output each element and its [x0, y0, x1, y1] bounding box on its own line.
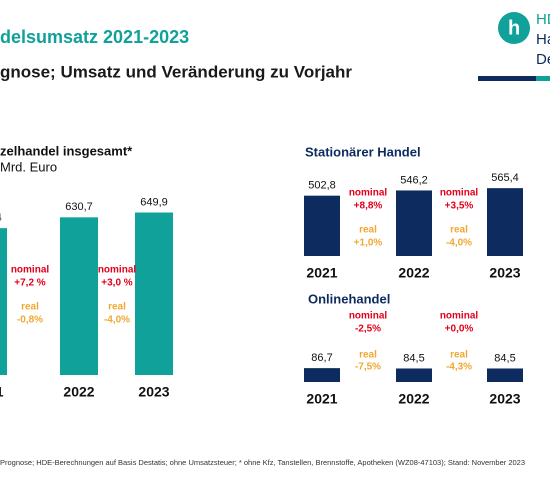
year-label: 2023: [138, 384, 169, 400]
change-label: -4,3%: [446, 362, 472, 373]
change-label: real: [359, 225, 377, 236]
value-label: 84,5: [403, 352, 424, 364]
change-label: real: [359, 350, 377, 361]
change-label: real: [450, 225, 468, 236]
change-label: nominal: [349, 188, 388, 199]
change-label: nominal: [440, 188, 479, 199]
logo-letter: h: [508, 17, 520, 39]
year-label: 2021: [306, 265, 337, 281]
slide-subtitle: gnose; Umsatz und Veränderung zu Vorjahr: [0, 62, 352, 81]
bar: [304, 368, 340, 382]
change-label: nominal: [349, 311, 388, 322]
year-label: 2021: [0, 384, 4, 400]
chart-title: Onlinehandel: [308, 291, 390, 306]
logo-text: HD: [536, 11, 550, 28]
bar: [60, 217, 98, 375]
change-label: real: [21, 302, 39, 313]
year-label: 2023: [489, 391, 520, 407]
logo-circle: [498, 12, 530, 44]
change-label: real: [108, 302, 126, 313]
bar: [487, 368, 523, 382]
change-label: real: [450, 350, 468, 361]
year-label: 2022: [398, 265, 429, 281]
bar: [304, 195, 340, 256]
change-label: -4,0%: [446, 238, 472, 249]
change-label: nominal: [440, 311, 479, 322]
year-label: 2022: [398, 391, 429, 407]
value-label: 84,5: [494, 352, 515, 364]
year-label: 2021: [306, 391, 337, 407]
header-rule: [536, 76, 550, 81]
chart-title: zelhandel insgesamt*: [0, 143, 133, 158]
year-label: 2023: [489, 265, 520, 281]
value-label: 86,7: [311, 352, 332, 364]
change-label: +8,8%: [354, 201, 383, 212]
logo-text: Ha: [536, 31, 550, 48]
value-label: 565,4: [491, 172, 519, 184]
change-label: +7,2 %: [14, 278, 46, 289]
change-label: nominal: [98, 265, 137, 276]
change-label: -4,0%: [104, 315, 130, 326]
chart-title: Stationärer Handel: [305, 144, 421, 159]
change-label: +1,0%: [354, 238, 383, 249]
bar: [396, 368, 432, 382]
logo-text: De: [536, 51, 550, 68]
change-label: +3,0 %: [101, 278, 133, 289]
change-label: nominal: [11, 265, 50, 276]
unit-label: Mrd. Euro: [0, 159, 57, 174]
change-label: -2,5%: [355, 324, 381, 335]
value-label: 630,7: [65, 201, 93, 213]
year-label: 2022: [63, 384, 94, 400]
bar: [0, 228, 7, 375]
bar: [135, 212, 173, 375]
change-label: -7,5%: [355, 362, 381, 373]
change-label: -0,8%: [17, 315, 43, 326]
footer-note: Prognose; HDE-Berechnungen auf Basis Des…: [0, 458, 525, 467]
header-rule: [478, 76, 536, 81]
change-label: +0,0%: [445, 324, 474, 335]
bar: [396, 190, 432, 256]
value-label: 587,4: [0, 212, 2, 224]
change-label: +3,5%: [445, 201, 474, 212]
bar: [487, 188, 523, 256]
value-label: 502,8: [308, 180, 336, 192]
value-label: 649,9: [140, 196, 168, 208]
value-label: 546,2: [400, 174, 428, 186]
slide-title: delsumsatz 2021-2023: [0, 27, 189, 47]
